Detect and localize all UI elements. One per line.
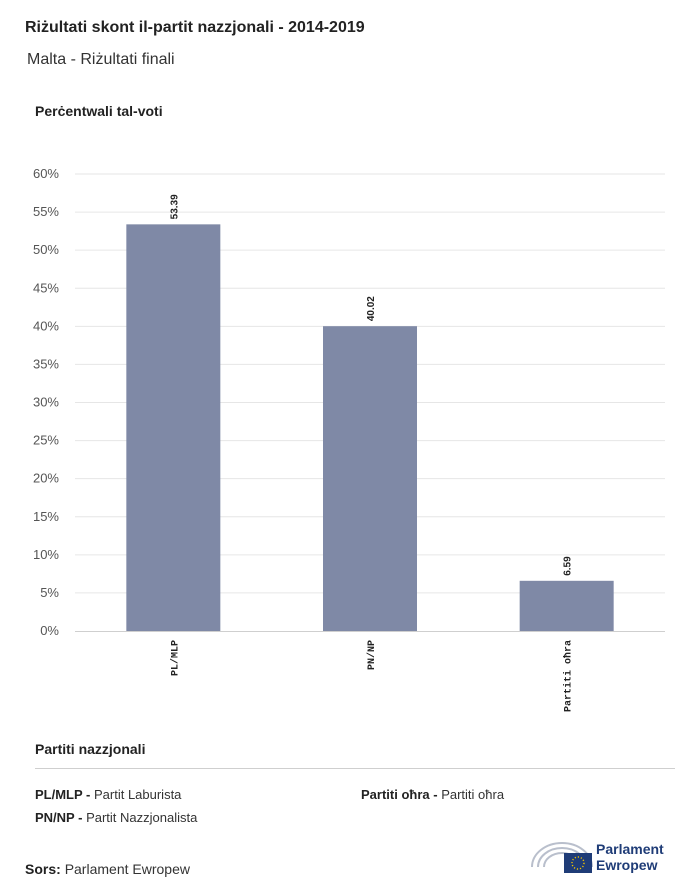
parliament-hemicycle-icon (531, 842, 593, 873)
y-tick-label: 30% (33, 395, 59, 410)
y-axis-label: Perċentwali tal-voti (35, 103, 163, 119)
data-label: 53.39 (169, 194, 180, 219)
legend-item-pl: PL/MLP - Partit Laburista (35, 787, 181, 802)
legend-divider (35, 768, 675, 769)
y-tick-label: 15% (33, 509, 59, 524)
y-tick-label: 40% (33, 318, 59, 333)
y-tick-label: 25% (33, 433, 59, 448)
bar (323, 326, 417, 631)
y-tick-label: 45% (33, 280, 59, 295)
bar-chart: 0% 5% 10% 15% 20% 25% 30% 35% 40% 45% 50% 55% 60% 53.… (33, 166, 665, 712)
legend-name: Partit Nazzjonalista (86, 810, 198, 825)
chart-title: Riżultati skont il-partit nazzjonali - 2… (25, 19, 365, 36)
source-value: Parlament Ewropew (64, 861, 190, 877)
data-label: 40.02 (366, 296, 377, 321)
source-note: Sors: Parlament Ewropew (25, 861, 190, 877)
legend-abbr: Partiti oħra - (361, 787, 442, 802)
legend-abbr: PN/NP - (35, 810, 87, 825)
legend-item-others: Partiti oħra - Partiti oħra (361, 787, 504, 802)
legend-abbr: PL/MLP - (35, 787, 94, 802)
x-tick-label: Partiti oħra (563, 640, 575, 712)
chart-subtitle: Malta - Riżultati finali (27, 51, 175, 68)
logo-line-1: Parlament (596, 841, 664, 857)
y-tick-label: 60% (33, 166, 59, 181)
y-tick-label: 0% (40, 623, 59, 638)
data-label: 6.59 (563, 556, 574, 576)
legend-title: Partiti nazzjonali (35, 741, 146, 757)
bar (519, 580, 614, 631)
y-tick-label: 10% (33, 547, 59, 562)
legend-name: Partiti oħra (441, 787, 505, 802)
legend-name: Partit Laburista (93, 787, 182, 802)
x-tick-label: PN/NP (366, 640, 378, 670)
y-tick-label: 20% (33, 471, 59, 486)
bar (126, 224, 221, 631)
y-tick-label: 5% (40, 585, 59, 600)
logo-line-2: Ewropew (596, 857, 658, 873)
logo-text: Parlament Ewropew (596, 841, 664, 873)
y-tick-label: 55% (33, 204, 59, 219)
european-parliament-logo: Parlament Ewropew (530, 837, 680, 877)
y-tick-label: 50% (33, 242, 59, 257)
x-tick-label: PL/MLP (169, 640, 181, 676)
source-label: Sors: (25, 861, 61, 877)
y-tick-label: 35% (33, 356, 59, 371)
legend-item-pn: PN/NP - Partit Nazzjonalista (35, 810, 197, 825)
